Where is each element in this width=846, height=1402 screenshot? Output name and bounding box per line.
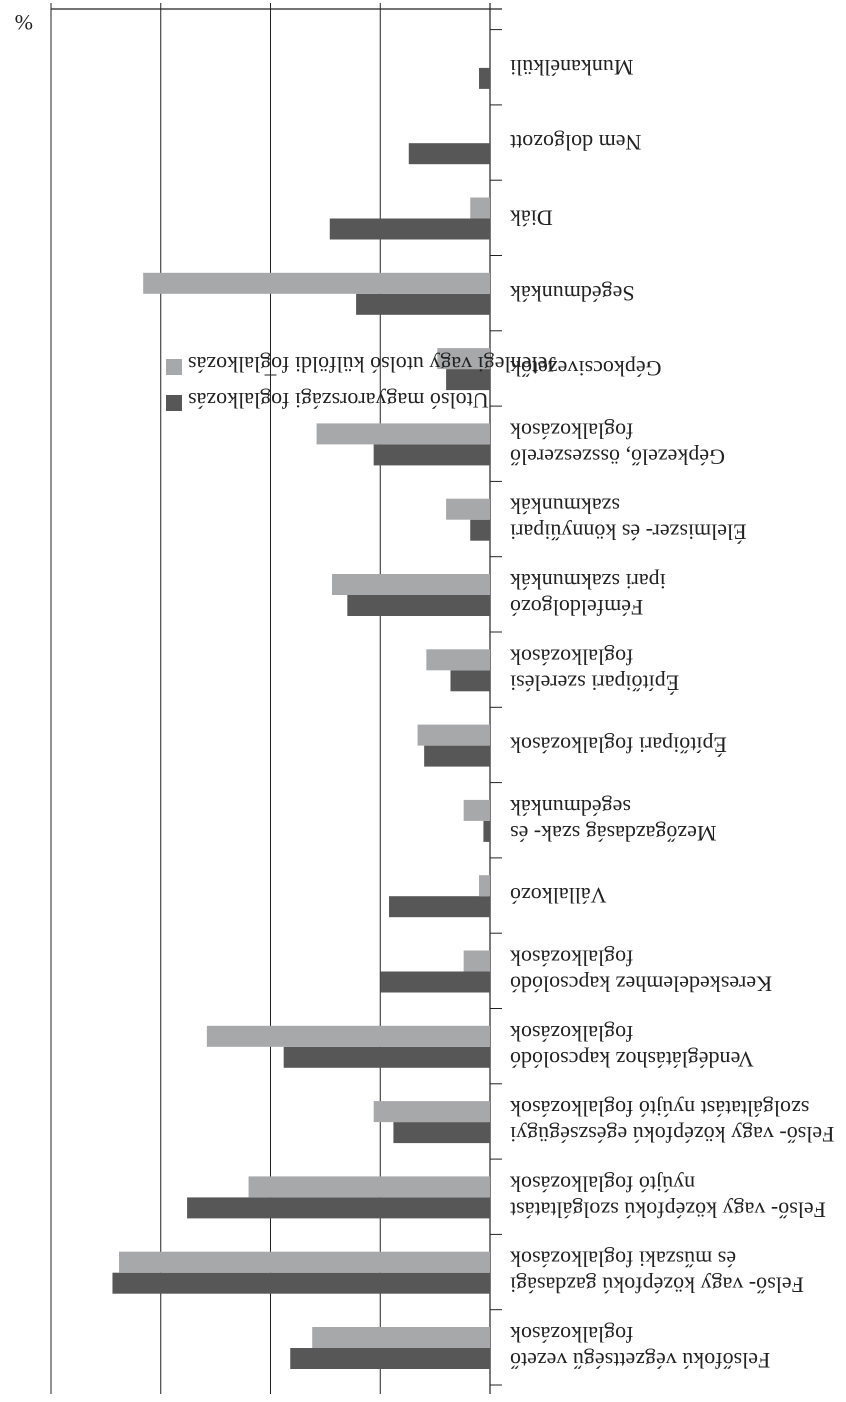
bar-hungary-6: [389, 896, 490, 918]
category-label-10-line-1: ipari szakmunkák: [510, 569, 666, 594]
bar-abroad-1: [119, 1251, 490, 1273]
category-label-6: Vállalkozó: [510, 883, 607, 908]
category-label-5-line-0: Kereskedelemhez kapcsolódó: [510, 972, 772, 997]
bar-abroad-3: [373, 1101, 490, 1123]
category-label-14: Segédmunkák: [510, 281, 635, 306]
bar-abroad-5: [463, 950, 490, 972]
plot-area: 05101520%Felsőfokú végzettségű vezetőfog…: [15, 3, 834, 1394]
category-label-7-line-1: segédmunkák: [510, 795, 631, 820]
legend-swatch-abroad: [166, 359, 182, 375]
category-label-9-line-1: foglalkozások: [510, 644, 633, 669]
legend-label-hungary: Utolsó magyarországi foglalkozás: [188, 388, 489, 413]
bar-hungary-9: [450, 670, 490, 692]
bar-hungary-16: [408, 143, 490, 165]
category-label-5-line-1: foglalkozások: [510, 946, 633, 971]
bar-abroad-7: [463, 799, 490, 821]
bar-abroad-2: [248, 1176, 490, 1198]
category-label-0-line-1: foglalkozások: [510, 1322, 633, 1347]
category-label-11-line-0: Élelmiszer- és könnyűipari: [510, 520, 747, 545]
category-label-2-line-0: Felső- vagy középfokú szolgáltatást: [510, 1197, 826, 1222]
category-label-1-line-0: Felső- vagy középfokú gazdasági: [510, 1273, 804, 1298]
bar-hungary-4: [283, 1046, 490, 1068]
bar-hungary-1: [112, 1272, 490, 1294]
bar-hungary-3: [393, 1122, 490, 1144]
category-label-15: Diák: [510, 206, 553, 231]
bar-hungary-10: [347, 595, 490, 616]
bar-hungary-5: [380, 971, 490, 993]
category-label-12-line-1: foglalkozások: [510, 418, 633, 443]
category-label-13: Gépkocsivezetők: [510, 356, 662, 381]
legend-swatch-hungary: [166, 395, 182, 411]
category-label-1-line-1: és műszaki foglalkozások: [510, 1247, 736, 1272]
bar-hungary-13: [446, 369, 490, 391]
category-label-7-line-0: Mezőgazdaság szak- és: [510, 821, 716, 846]
bar-abroad-6: [479, 875, 490, 897]
bar-hungary-17: [479, 67, 490, 89]
bar-abroad-4: [206, 1025, 490, 1047]
bar-abroad-15: [470, 197, 490, 219]
category-label-17: Munkanélküli: [510, 55, 633, 80]
bar-abroad-0: [312, 1327, 490, 1348]
category-label-16: Nem dolgozott: [510, 130, 641, 155]
bar-hungary-0: [290, 1348, 490, 1369]
category-label-0-line-0: Felsőfokú végzettségű vezető: [510, 1348, 770, 1373]
category-label-2-line-1: nyújtó foglalkozások: [510, 1171, 695, 1196]
category-label-8: Építőipari foglalkozások: [510, 733, 727, 758]
category-label-4-line-1: foglalkozások: [510, 1021, 633, 1046]
bar-abroad-14: [143, 272, 490, 294]
bar-abroad-8: [417, 724, 490, 746]
bar-abroad-12: [316, 423, 490, 445]
category-label-12-line-0: Gépkezelő, összeszerelő: [510, 444, 725, 469]
bar-abroad-9: [426, 649, 490, 671]
bar-hungary-14: [356, 293, 490, 315]
bar-hungary-11: [470, 519, 490, 541]
bar-hungary-8: [424, 745, 490, 767]
bar-hungary-2: [187, 1197, 490, 1219]
value-axis-unit-label: %: [15, 10, 33, 35]
category-label-9-line-0: Építőipari szerelési: [510, 670, 679, 695]
category-label-3-line-0: Felső- vagy középfokú egészségügyi: [510, 1122, 834, 1147]
category-label-10-line-0: Fémfeldolgozó: [510, 595, 643, 620]
category-label-11-line-1: szakmunkák: [510, 494, 620, 519]
bar-hungary-7: [483, 820, 490, 842]
bar-hungary-15: [329, 218, 490, 240]
category-label-3-line-1: szolgáltatást nyújtó foglalkozások: [510, 1096, 809, 1121]
bar-abroad-10: [331, 574, 490, 595]
legend-label-abroad: Jelenlegi vagy utolsó külföldi foglalkoz…: [188, 352, 556, 377]
bar-abroad-13: [437, 348, 490, 370]
bar-abroad-11: [446, 498, 490, 520]
category-label-4-line-0: Vendéglátáshoz kapcsolódó: [510, 1047, 754, 1072]
bar-hungary-12: [373, 444, 490, 466]
